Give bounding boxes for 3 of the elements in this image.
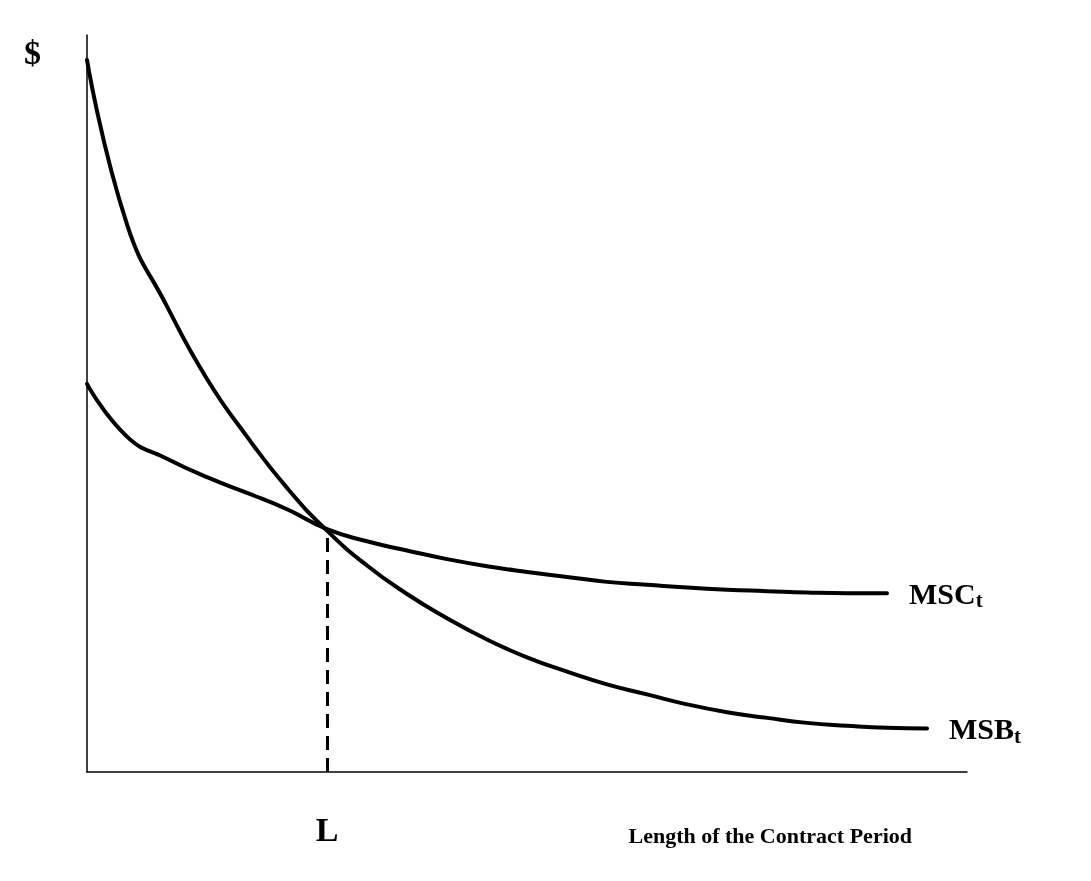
y-axis-title: $	[24, 33, 41, 71]
text: L	[315, 810, 339, 848]
x-axis-title: Length of the Contract Period	[628, 822, 912, 848]
